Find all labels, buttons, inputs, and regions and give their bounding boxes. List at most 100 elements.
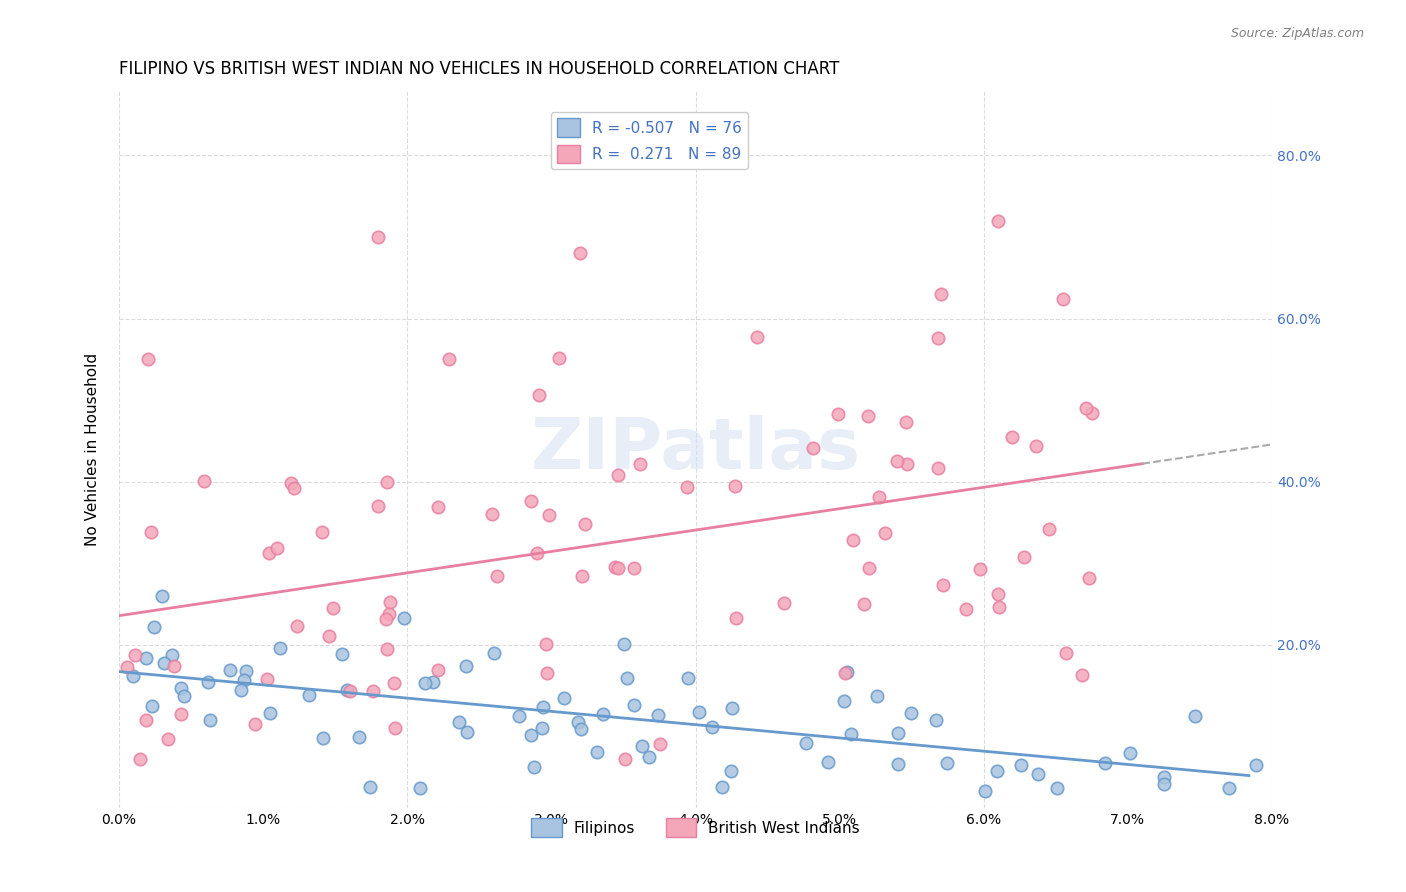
Point (886, 454, 908, 468)
Point (437, 351, 460, 366)
Point (724, 478, 747, 492)
Point (1054, 646, 1077, 660)
Point (283, 481, 305, 495)
Point (367, 230, 389, 244)
Point (377, 642, 399, 657)
Point (519, 728, 541, 742)
Point (1244, 758, 1267, 772)
Point (163, 659, 186, 673)
Point (1081, 406, 1104, 420)
Point (613, 637, 636, 651)
Point (141, 699, 163, 714)
Point (631, 739, 654, 753)
Point (1012, 550, 1035, 565)
Point (927, 461, 949, 475)
Point (156, 731, 179, 746)
Point (135, 713, 157, 727)
Point (567, 714, 589, 729)
Point (607, 560, 630, 574)
Point (925, 713, 948, 727)
Point (449, 715, 471, 730)
Point (1094, 756, 1116, 771)
Point (121, 669, 143, 683)
Point (817, 755, 839, 769)
Point (269, 640, 291, 655)
Point (153, 656, 176, 670)
Point (603, 560, 626, 574)
Point (266, 541, 288, 556)
Point (1184, 708, 1206, 723)
Point (232, 673, 254, 688)
Point (392, 611, 415, 625)
Point (569, 246, 592, 260)
Point (616, 672, 638, 686)
Point (382, 676, 405, 690)
Point (896, 457, 918, 471)
Point (801, 441, 824, 455)
Point (160, 648, 183, 662)
Point (986, 587, 1008, 601)
Point (1046, 780, 1069, 795)
Point (530, 721, 553, 735)
Point (900, 706, 922, 720)
Text: ZIPatlas: ZIPatlas (530, 415, 860, 483)
Point (374, 612, 396, 626)
Point (839, 727, 862, 741)
Point (536, 666, 558, 681)
Point (873, 526, 896, 541)
Point (969, 562, 991, 576)
Point (623, 698, 645, 712)
Text: Source: ZipAtlas.com: Source: ZipAtlas.com (1230, 27, 1364, 40)
Point (198, 713, 221, 727)
Point (614, 752, 637, 766)
Point (986, 764, 1008, 778)
Point (322, 600, 344, 615)
Point (128, 752, 150, 766)
Point (927, 331, 949, 345)
Point (623, 561, 645, 575)
Point (484, 646, 506, 660)
Point (124, 648, 146, 662)
Point (136, 352, 159, 367)
Point (259, 706, 281, 720)
Point (720, 764, 742, 778)
Point (170, 707, 193, 722)
Point (973, 784, 995, 798)
Point (648, 737, 671, 751)
Point (887, 756, 910, 771)
Point (361, 684, 384, 698)
Point (170, 681, 193, 695)
Point (932, 578, 955, 592)
Point (1153, 770, 1175, 784)
Point (1038, 522, 1060, 536)
Point (676, 671, 699, 685)
Point (711, 780, 734, 795)
Point (834, 666, 856, 681)
Point (858, 409, 880, 424)
Point (526, 546, 548, 560)
Point (868, 491, 890, 505)
Point (936, 756, 959, 770)
Point (592, 707, 614, 722)
Point (486, 569, 509, 583)
Point (456, 724, 478, 739)
Point (571, 723, 593, 737)
Point (745, 330, 768, 344)
Point (229, 682, 252, 697)
Point (173, 689, 195, 703)
Point (794, 736, 817, 750)
Point (245, 717, 267, 731)
Point (339, 684, 361, 698)
Point (700, 720, 723, 734)
Point (135, 650, 157, 665)
Point (1025, 439, 1047, 453)
Point (827, 407, 849, 421)
Point (852, 597, 875, 611)
Point (287, 619, 309, 633)
Point (219, 663, 242, 677)
Legend: Filipinos, British West Indians: Filipinos, British West Indians (524, 813, 866, 843)
Point (1071, 668, 1094, 682)
Point (533, 699, 555, 714)
Point (427, 500, 450, 514)
Point (537, 508, 560, 523)
